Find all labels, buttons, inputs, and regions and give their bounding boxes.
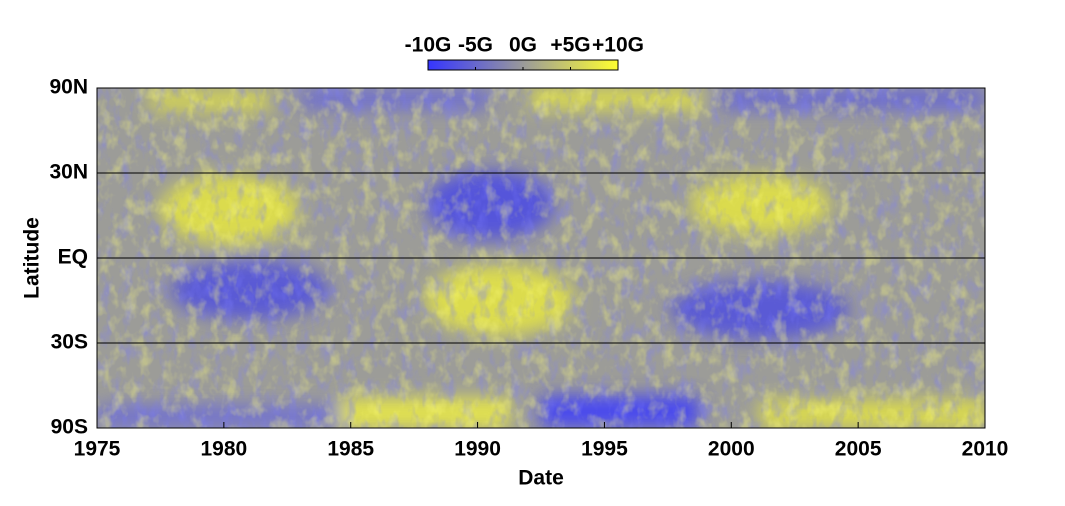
x-tick-label: 1985 bbox=[327, 438, 374, 461]
x-tick-label: 2005 bbox=[835, 438, 882, 461]
x-axis-label: Date bbox=[518, 467, 564, 490]
colorbar-tick-label: -10G bbox=[405, 34, 452, 57]
colorbar-tick-label: 0G bbox=[509, 34, 537, 57]
x-tick-label: 2010 bbox=[962, 438, 1009, 461]
colorbar-tick-label: +5G bbox=[550, 34, 590, 57]
y-axis-label: Latitude bbox=[21, 217, 44, 299]
y-tick-label: 90N bbox=[49, 76, 88, 99]
x-tick-label: 1975 bbox=[74, 438, 121, 461]
x-tick-label: 2000 bbox=[708, 438, 755, 461]
colorbar-tick-label: -5G bbox=[458, 34, 493, 57]
heatmap-image bbox=[97, 88, 985, 428]
x-tick-label: 1990 bbox=[454, 438, 501, 461]
y-tick-label: 30S bbox=[51, 331, 88, 354]
colorbar-tick-label: +10G bbox=[592, 34, 644, 57]
y-tick-label: EQ bbox=[58, 246, 88, 269]
x-tick-label: 1980 bbox=[200, 438, 247, 461]
x-tick-label: 1995 bbox=[581, 438, 628, 461]
y-tick-label: 90S bbox=[51, 416, 88, 439]
y-tick-label: 30N bbox=[49, 161, 88, 184]
